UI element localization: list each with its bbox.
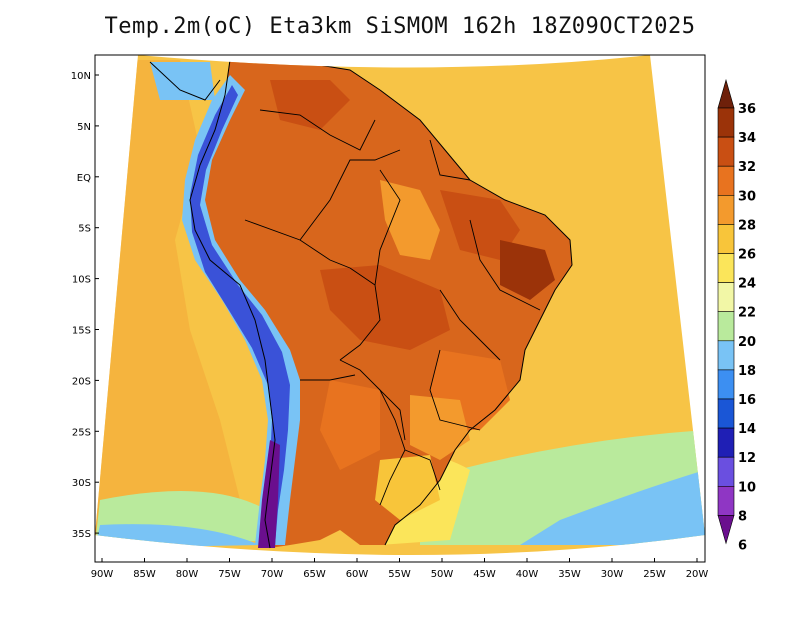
lon-tick-label: 45W	[473, 569, 496, 580]
lon-tick-label: 75W	[218, 569, 241, 580]
colorbar-level-label: 14	[738, 422, 756, 437]
colorbar-swatch	[717, 456, 735, 487]
colorbar-swatch	[717, 136, 735, 167]
lat-tick-label: 10S	[72, 275, 91, 286]
lon-tick-label: 25W	[643, 569, 666, 580]
lat-tick-label: 5S	[78, 224, 91, 235]
colorbar-level-label: 12	[738, 451, 756, 466]
lat-tick-label: 5N	[77, 122, 91, 133]
colorbar-level-label: 36	[738, 102, 756, 117]
colorbar-level-label: 26	[738, 248, 756, 263]
colorbar-level-label: 24	[738, 277, 756, 292]
colorbar-swatch	[717, 282, 735, 313]
colorbar-swatch	[717, 485, 735, 516]
country-borders	[244, 109, 541, 506]
andes-southern-purple-core	[258, 440, 280, 548]
lon-tick-label: 20W	[686, 569, 709, 580]
lat-tick-label: EQ	[77, 173, 91, 184]
colorbar-swatch	[717, 165, 735, 196]
central-brazil-hot-zone	[320, 265, 450, 350]
colorbar-level-label: 22	[738, 306, 756, 321]
colorbar-swatch	[717, 107, 735, 138]
latitude-axis: 10N 5N EQ 5S 10S 15S 20S 25S 30S 35S	[71, 71, 99, 540]
central-america-coastline	[149, 61, 221, 101]
colorbar-level-label: 10	[738, 480, 756, 495]
lon-tick-label: 30W	[601, 569, 624, 580]
colorbar-max-arrow	[717, 78, 735, 109]
venezuela-hot-zone	[270, 80, 350, 130]
longitude-axis: 90W 85W 80W 75W 70W 65W 60W 55W 50W 45W 40W 35W 30W 2…	[91, 558, 709, 580]
andes-mountains-cold-core	[190, 85, 290, 545]
colorbar-swatch	[717, 427, 735, 458]
map-domain	[95, 55, 705, 555]
caribbean-cool-patch	[150, 62, 215, 100]
lon-tick-label: 40W	[516, 569, 539, 580]
colorbar-level-label: 28	[738, 218, 756, 233]
lon-tick-label: 35W	[558, 569, 581, 580]
colorbar-swatch	[717, 369, 735, 400]
lon-tick-label: 50W	[431, 569, 454, 580]
colorbar-swatch	[717, 224, 735, 254]
colorbar-swatch	[717, 195, 735, 225]
colorbar-level-label: 32	[738, 160, 756, 175]
colorbar-swatch	[717, 311, 735, 342]
colorbar-swatch	[717, 253, 735, 283]
lat-tick-label: 20S	[72, 376, 91, 387]
colorbar: 36 34 32 30 28 26 24 22 20 18 16 14 12 10 8 6	[717, 78, 756, 554]
south-brazil-zone	[410, 395, 470, 460]
lat-tick-label: 30S	[72, 478, 91, 489]
colorbar-level-label: 20	[738, 335, 756, 350]
pacific-warm-zone	[95, 60, 250, 540]
colorbar-swatch	[717, 340, 735, 371]
colorbar-swatch	[717, 398, 735, 429]
colorbar-level-label: 16	[738, 393, 756, 408]
lon-tick-label: 85W	[133, 569, 156, 580]
lon-tick-label: 60W	[346, 569, 369, 580]
colorbar-level-label: 18	[738, 364, 756, 379]
uruguay-zone	[375, 455, 440, 520]
northeast-brazil-hot-zone	[500, 240, 555, 300]
lon-tick-label: 55W	[388, 569, 411, 580]
pacific-coastline	[189, 59, 276, 549]
map-title: Temp.2m(oC) Eta3km SiSMOM 162h 18Z09OCT2…	[104, 14, 696, 39]
atlantic-coastline	[229, 59, 573, 546]
south-atlantic-cold-zone	[520, 470, 705, 545]
amazon-cooler-patch	[380, 180, 440, 260]
lat-tick-label: 25S	[72, 427, 91, 438]
lon-tick-label: 90W	[91, 569, 114, 580]
lon-tick-label: 65W	[303, 569, 326, 580]
colorbar-min-arrow	[717, 515, 735, 545]
chaco-pampas-zone	[320, 380, 380, 470]
lat-tick-label: 35S	[72, 529, 91, 540]
colorbar-level-label: 30	[738, 189, 756, 204]
lat-tick-label: 10N	[71, 71, 91, 82]
colorbar-level-label: 34	[738, 131, 756, 146]
colorbar-level-label: 8	[738, 509, 747, 524]
colorbar-level-label: 6	[738, 539, 747, 554]
lon-tick-label: 70W	[261, 569, 284, 580]
lon-tick-label: 80W	[176, 569, 199, 580]
lat-tick-label: 15S	[72, 326, 91, 337]
